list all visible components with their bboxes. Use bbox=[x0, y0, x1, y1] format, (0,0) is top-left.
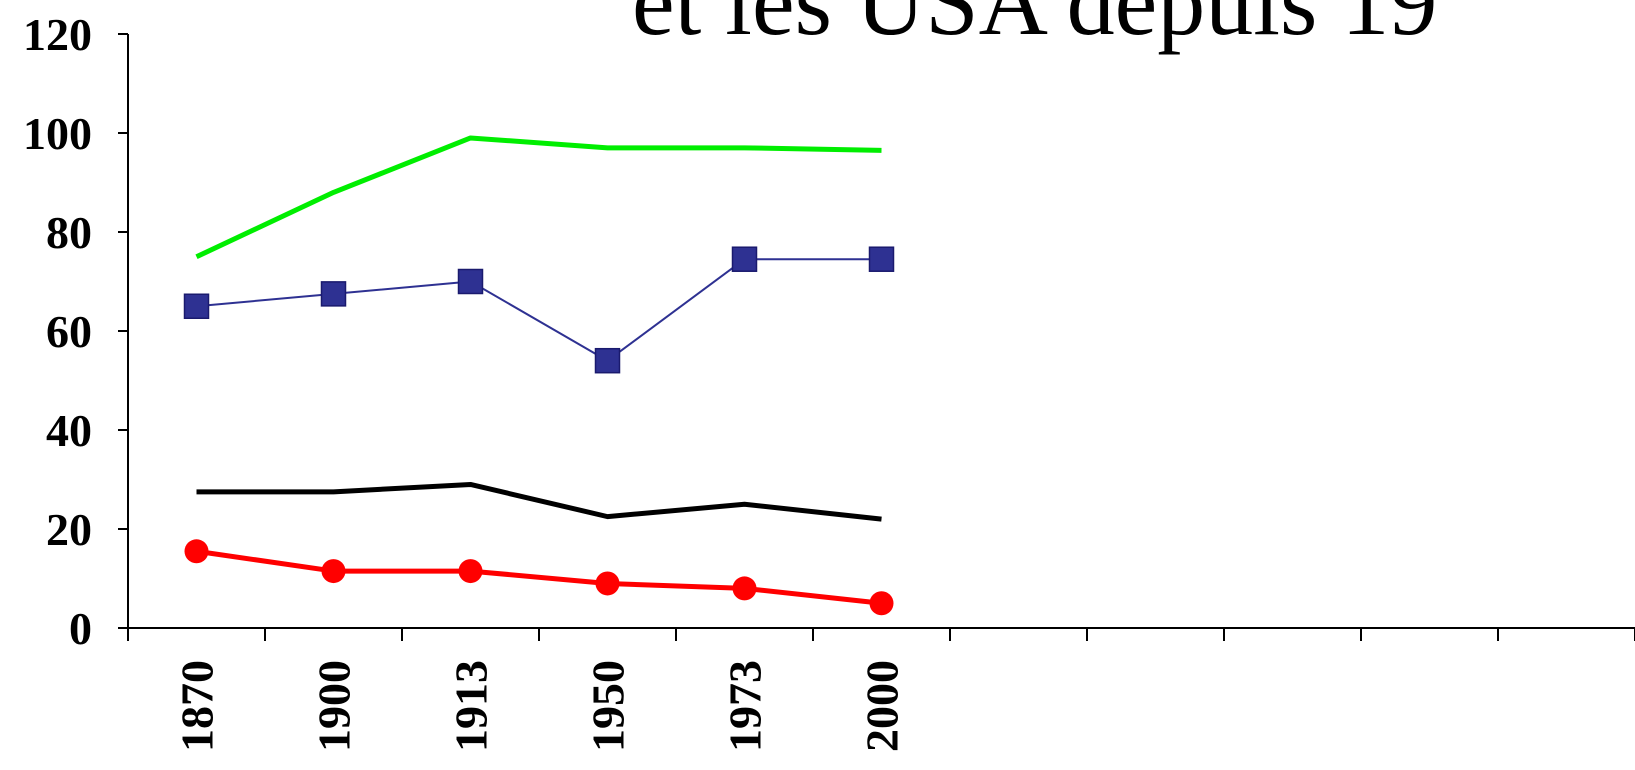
y-tick-label: 80 bbox=[46, 207, 92, 258]
x-tick-label: 1900 bbox=[309, 660, 360, 752]
data-point-circle bbox=[595, 571, 620, 596]
x-tick-label: 1870 bbox=[172, 660, 223, 752]
data-point-circle bbox=[458, 559, 483, 584]
x-tick-label: 1973 bbox=[720, 660, 771, 752]
y-tick-label: 100 bbox=[23, 108, 92, 159]
data-point-square bbox=[731, 246, 758, 272]
series-layer bbox=[183, 135, 895, 616]
series-line-0 bbox=[195, 135, 882, 260]
y-tick-label: 20 bbox=[46, 504, 92, 555]
x-tick-label: 1950 bbox=[583, 660, 634, 752]
y-tick-label: 60 bbox=[46, 306, 92, 357]
data-point-square bbox=[457, 268, 484, 295]
data-point-square bbox=[320, 281, 347, 307]
data-point-circle bbox=[184, 539, 209, 564]
data-point-circle bbox=[869, 591, 894, 616]
data-point-square bbox=[868, 246, 895, 272]
data-point-circle bbox=[732, 576, 757, 601]
y-tick-label: 120 bbox=[23, 9, 92, 60]
data-point-square bbox=[594, 347, 621, 374]
data-point-square bbox=[183, 293, 210, 319]
data-point-circle bbox=[321, 559, 346, 584]
axes: 0 20 40 60 80 100 120 1870 1900 1913 1950 1973 2000 bbox=[23, 9, 1635, 752]
series-line-2 bbox=[196, 481, 882, 522]
series-line-3 bbox=[196, 548, 882, 606]
x-tick-label: 1913 bbox=[446, 660, 497, 752]
series-line-1 bbox=[196, 258, 882, 362]
x-tick-label: 2000 bbox=[857, 660, 908, 752]
chart-title: et les USA depuis 19 bbox=[632, 0, 1437, 55]
y-tick-label: 40 bbox=[46, 405, 92, 456]
y-tick-label: 0 bbox=[69, 603, 92, 654]
